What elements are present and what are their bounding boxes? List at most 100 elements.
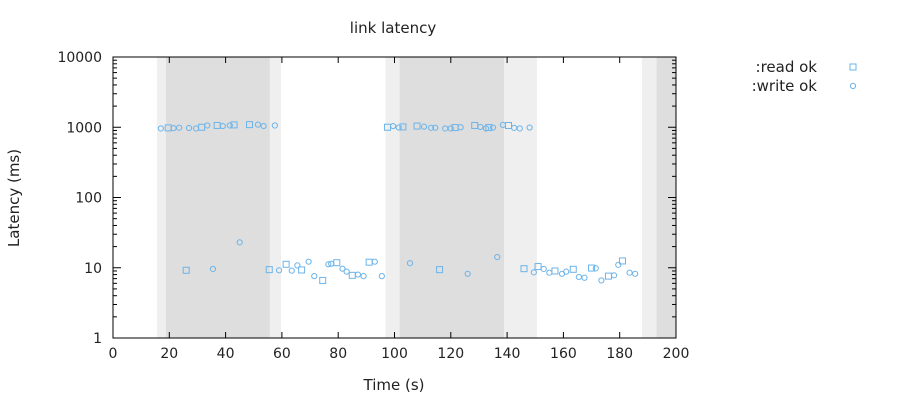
write-point <box>482 125 490 132</box>
read-point <box>485 124 493 132</box>
write-point <box>294 262 301 269</box>
write-point <box>432 124 439 131</box>
write-point <box>516 125 523 132</box>
read-point <box>348 271 356 279</box>
write-point <box>360 273 367 280</box>
read-point <box>551 267 559 275</box>
read-point <box>182 266 190 274</box>
read-point <box>298 266 306 274</box>
write-point <box>354 271 362 278</box>
shaded-regions <box>156 57 676 338</box>
write-point <box>288 267 295 274</box>
read-point <box>413 122 421 130</box>
write-point <box>271 122 278 129</box>
write-point <box>626 269 633 276</box>
write-point <box>209 265 217 273</box>
x-tick-label: 200 <box>663 346 690 362</box>
read-point <box>569 265 577 273</box>
write-point <box>406 260 414 267</box>
x-tick-label: 0 <box>109 346 118 362</box>
write-point <box>530 269 537 276</box>
write-point <box>499 121 506 129</box>
write-point <box>236 239 243 246</box>
read-point <box>520 265 528 273</box>
x-tick-label: 160 <box>550 346 577 362</box>
y-tick-label: 1 <box>93 331 102 347</box>
read-point <box>619 257 627 265</box>
read-point <box>282 260 290 268</box>
write-point <box>389 122 397 130</box>
axis-ticks: 0 20 40 60 80 100 120 140 160 180 200 1 10 100 1000 100… <box>57 50 689 362</box>
write-point <box>328 260 335 267</box>
write-point <box>325 261 332 268</box>
y-axis-title: Latency (ms) <box>5 149 23 247</box>
x-axis-title: Time (s) <box>363 376 425 394</box>
read-point <box>588 264 596 272</box>
read-point <box>365 258 373 266</box>
write-point <box>305 258 312 265</box>
x-tick-label: 140 <box>494 346 521 362</box>
read-point <box>230 121 238 129</box>
y-tick-label: 1000 <box>66 120 102 136</box>
read-point <box>604 272 612 280</box>
write-point <box>254 121 262 128</box>
x-tick-label: 20 <box>160 346 178 362</box>
write-point <box>457 124 464 131</box>
x-tick-label: 80 <box>329 346 347 362</box>
write-point <box>185 124 193 132</box>
read-point <box>319 276 327 284</box>
legend-marker-write <box>849 82 857 90</box>
write-point <box>219 122 226 130</box>
y-tick-label: 10 <box>84 261 102 277</box>
legend-label-read: :read ok <box>756 58 818 76</box>
write-point <box>610 272 618 279</box>
legend-label-write: :write ok <box>752 77 818 95</box>
data-points <box>157 121 639 284</box>
write-point <box>526 124 533 131</box>
x-tick-label: 100 <box>381 346 408 362</box>
write-point <box>311 273 318 280</box>
read-point <box>333 259 341 267</box>
read-point <box>399 123 407 131</box>
x-tick-label: 180 <box>606 346 633 362</box>
write-point <box>592 265 599 272</box>
read-point <box>534 263 542 271</box>
write-point <box>540 265 547 273</box>
write-point <box>464 270 471 277</box>
write-point <box>339 265 346 272</box>
write-point <box>371 258 378 265</box>
write-point <box>420 123 428 130</box>
y-tick-label: 100 <box>75 191 102 207</box>
write-point <box>615 261 622 268</box>
write-point <box>395 124 402 131</box>
write-point <box>477 123 484 131</box>
write-point <box>494 253 501 261</box>
read-point <box>246 121 254 129</box>
x-tick-label: 40 <box>217 346 235 362</box>
x-tick-label: 60 <box>273 346 291 362</box>
write-point <box>260 122 267 130</box>
shaded-region-dark <box>399 57 505 338</box>
write-point <box>546 269 553 276</box>
write-point <box>176 124 183 131</box>
write-point <box>447 125 454 132</box>
write-point <box>275 267 283 274</box>
write-point <box>157 125 164 132</box>
write-point <box>563 268 570 275</box>
write-point <box>489 124 497 131</box>
write-point <box>226 122 233 129</box>
write-point <box>598 277 605 284</box>
write-point <box>632 270 639 277</box>
x-tick-label: 120 <box>437 346 464 362</box>
write-point <box>427 124 435 131</box>
write-point <box>575 273 582 281</box>
legend-marker-read <box>849 63 857 71</box>
write-point <box>378 273 385 280</box>
read-point <box>265 266 273 274</box>
write-point <box>204 122 211 129</box>
read-point <box>436 266 444 274</box>
y-tick-label: 10000 <box>57 50 102 66</box>
write-point <box>192 125 200 132</box>
